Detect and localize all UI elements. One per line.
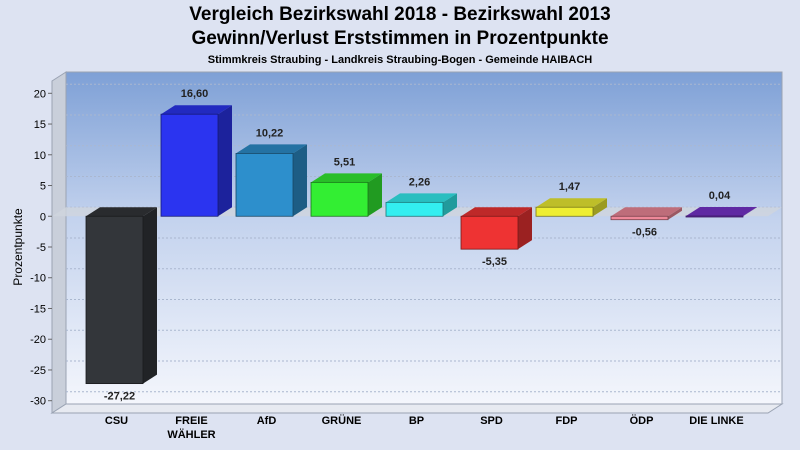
- chart-title-line-2: Gewinn/Verlust Erststimmen in Prozentpun…: [191, 28, 609, 49]
- bar: 2,26: [385, 176, 457, 217]
- bar-front: [535, 206, 594, 217]
- bar-top: [311, 173, 382, 183]
- bar-side: [443, 193, 457, 217]
- bar-front: [235, 153, 294, 217]
- data-label: 0,04: [709, 190, 731, 202]
- category-label: CSU: [105, 415, 128, 427]
- y-tick-label: -25: [30, 365, 46, 377]
- category-label: FREIE: [175, 415, 207, 427]
- chart-subtitle: Stimmkreis Straubing - Landkreis Straubi…: [207, 54, 593, 66]
- bar-top: [686, 207, 757, 217]
- y-axis-label: Prozentpunkte: [11, 208, 25, 286]
- bar-top: [386, 193, 457, 203]
- bar-side: [293, 144, 307, 217]
- y-tick-label: 20: [34, 88, 46, 100]
- bar-top: [236, 144, 307, 154]
- category-label: SPD: [480, 415, 503, 427]
- data-label: 2,26: [409, 176, 430, 188]
- y-axis-ticks: 20 15 10 5 0 -5 -10 -15 -20 -25 -30: [30, 88, 52, 408]
- bar-side: [743, 207, 757, 217]
- data-label: 10,22: [256, 127, 284, 139]
- bar: -5,35: [460, 207, 532, 268]
- bar-side: [518, 207, 532, 250]
- y-tick-label: 10: [34, 150, 46, 162]
- bar-front: [310, 181, 369, 217]
- bar-top: [536, 198, 607, 208]
- bar-front: [685, 215, 744, 218]
- bar: 5,51: [310, 156, 382, 217]
- bar: -27,22: [85, 207, 157, 403]
- bar-side: [368, 173, 382, 217]
- bar-side: [668, 207, 682, 220]
- bar: 10,22: [235, 127, 307, 217]
- bar: 16,60: [160, 88, 232, 217]
- data-label: -27,22: [104, 391, 135, 403]
- y-tick-label: -20: [30, 334, 46, 346]
- chart-title: Vergleich Bezirkswahl 2018 - Bezirkswahl…: [189, 4, 611, 25]
- bar-top: [161, 105, 232, 115]
- bar-front: [85, 215, 144, 385]
- y-tick-label: -5: [36, 242, 46, 254]
- bar-front: [460, 215, 519, 250]
- y-tick-label: 5: [40, 181, 46, 193]
- bar-top: [86, 207, 157, 217]
- data-label: -0,56: [632, 227, 657, 239]
- bar: 0,04: [685, 190, 757, 218]
- data-label: -5,35: [482, 256, 507, 268]
- data-label: 16,60: [181, 88, 209, 100]
- bar-side: [593, 198, 607, 217]
- y-tick-label: -15: [30, 303, 46, 315]
- category-label: ÖDP: [630, 414, 654, 427]
- bar-side: [143, 207, 157, 384]
- bar: 1,47: [535, 181, 607, 217]
- bar-top: [461, 207, 532, 217]
- data-label: 1,47: [559, 181, 580, 193]
- category-label: AfD: [257, 415, 277, 427]
- data-label: 5,51: [334, 156, 355, 168]
- y-tick-label: -30: [30, 396, 46, 408]
- bar-front: [610, 215, 669, 221]
- plot-floor: [50, 403, 784, 414]
- bar-front: [160, 113, 219, 217]
- category-label: DIE LINKE: [689, 415, 743, 427]
- category-label: WÄHLER: [167, 428, 215, 441]
- category-label: BP: [409, 415, 424, 427]
- y-tick-label: 15: [34, 119, 46, 131]
- category-label: FDP: [556, 415, 578, 427]
- plot-side-wall: [51, 71, 67, 414]
- y-tick-label: 0: [40, 211, 46, 223]
- bars: -27,22 16,60 10,22 5,51 2,26 -5,35 1,47 -0,56 0,…: [85, 88, 757, 403]
- y-tick-label: -10: [30, 273, 46, 285]
- bar-side: [218, 105, 232, 217]
- bar-front: [385, 201, 444, 217]
- bar: -0,56: [610, 207, 682, 239]
- category-label: GRÜNE: [322, 414, 362, 427]
- bar-top: [611, 207, 682, 217]
